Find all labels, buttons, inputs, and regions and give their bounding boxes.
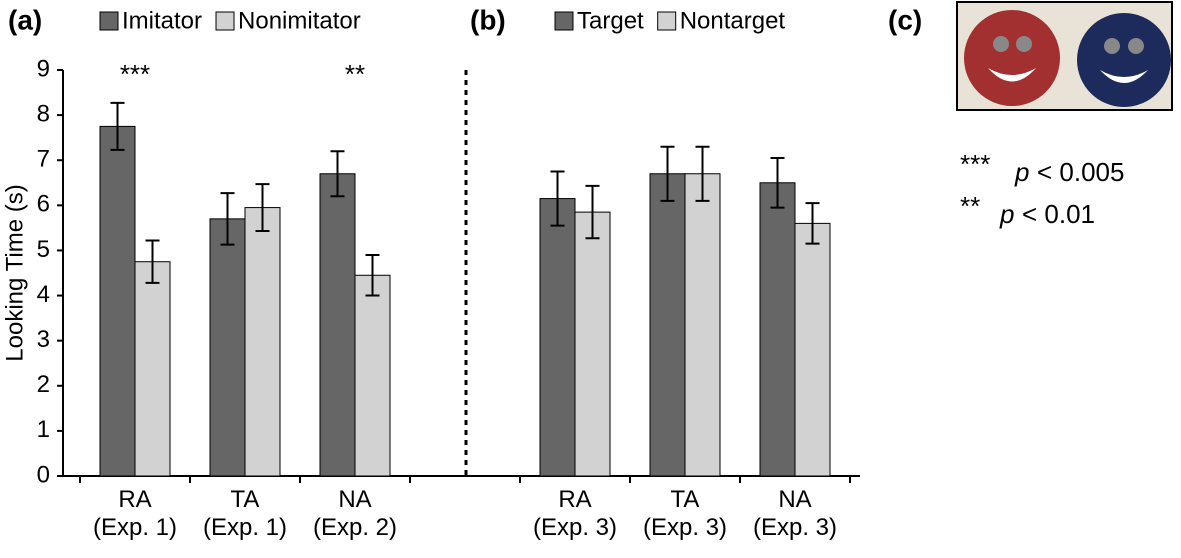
- bar: [574, 211, 611, 477]
- y-tick-label: 2: [37, 371, 50, 398]
- bar: [649, 173, 686, 477]
- y-tick-label: 8: [37, 100, 50, 127]
- error-bar: [110, 101, 125, 151]
- significance: **: [345, 59, 365, 89]
- legend-swatch: [99, 11, 119, 31]
- legend-swatch: [554, 11, 574, 31]
- legend-label: Nonimitator: [238, 7, 361, 34]
- legend-swatch: [657, 11, 677, 31]
- note-p: p: [1014, 157, 1029, 187]
- legend-label: Nontarget: [680, 7, 786, 34]
- legend-label: Imitator: [122, 7, 202, 34]
- photo: [956, 1, 1173, 111]
- x-tick-label: NA (Exp. 3): [752, 486, 838, 541]
- legend-swatch: [215, 11, 235, 31]
- y-tick-label: 4: [37, 281, 50, 308]
- error-bar: [145, 239, 160, 284]
- note-p: p: [999, 199, 1014, 229]
- bar: [134, 261, 171, 477]
- significance: ***: [120, 59, 150, 89]
- error-bar: [550, 170, 565, 227]
- panel-label: (c): [888, 4, 922, 35]
- y-tick-label: 3: [37, 326, 50, 353]
- y-axis-label: Looking Time (s): [1, 184, 28, 361]
- note-stars: **: [960, 191, 980, 221]
- bar: [684, 173, 721, 477]
- x-tick-label: TA (Exp. 3): [642, 486, 728, 541]
- x-tick-label: RA (Exp. 1): [92, 486, 178, 541]
- legend-label: Target: [577, 7, 644, 34]
- bar: [99, 125, 136, 477]
- bar: [794, 222, 831, 477]
- x-tick-label: NA (Exp. 2): [312, 486, 398, 541]
- error-bar: [585, 184, 600, 240]
- error-bar: [220, 192, 235, 246]
- bar: [244, 207, 281, 477]
- error-bar: [330, 150, 345, 198]
- error-bar: [365, 253, 380, 297]
- panel-label: (a): [8, 4, 42, 35]
- bar: [759, 182, 796, 477]
- y-tick-label: 1: [37, 416, 50, 443]
- error-bar: [660, 145, 675, 202]
- note-threshold: < 0.01: [1022, 199, 1095, 229]
- error-bar: [805, 202, 820, 245]
- error-bar: [770, 156, 785, 209]
- error-bar: [255, 183, 270, 233]
- x-tick-label: RA (Exp. 3): [532, 486, 618, 541]
- y-tick-label: 6: [37, 191, 50, 218]
- note-threshold: < 0.005: [1037, 157, 1124, 187]
- x-tick-label: TA (Exp. 1): [202, 486, 288, 541]
- y-tick-label: 5: [37, 236, 50, 263]
- note-stars: ***: [960, 149, 990, 179]
- bar: [319, 173, 356, 477]
- panel-label: (b): [470, 4, 506, 35]
- error-bar: [695, 145, 710, 202]
- bar: [354, 274, 391, 477]
- bar: [209, 218, 246, 477]
- bar: [539, 198, 576, 477]
- y-tick-label: 9: [37, 55, 50, 82]
- y-tick-label: 7: [37, 146, 50, 173]
- y-tick-label: 0: [37, 461, 50, 488]
